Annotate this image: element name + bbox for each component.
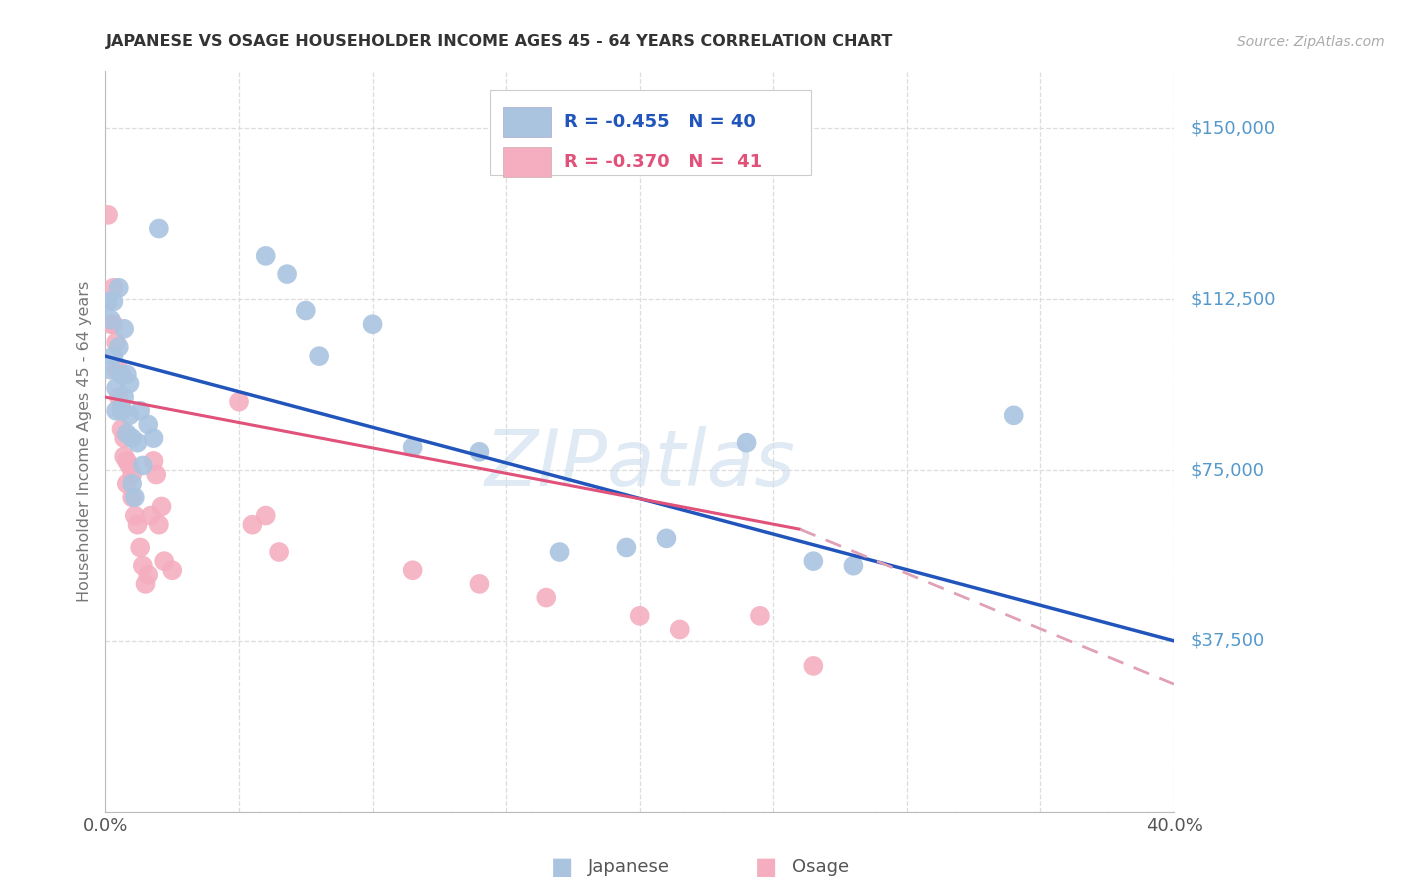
Point — [148, 221, 170, 235]
Point — [105, 363, 128, 377]
Point — [361, 317, 384, 331]
Point — [118, 409, 141, 423]
Point — [103, 281, 125, 295]
Point — [801, 659, 824, 673]
Point — [108, 340, 129, 354]
Text: JAPANESE VS OSAGE HOUSEHOLDER INCOME AGES 45 - 64 YEARS CORRELATION CHART: JAPANESE VS OSAGE HOUSEHOLDER INCOME AGE… — [105, 34, 893, 49]
Point — [842, 558, 865, 573]
Point — [115, 368, 138, 382]
Point — [294, 303, 316, 318]
Point — [142, 431, 165, 445]
Point — [129, 404, 152, 418]
Point — [108, 281, 129, 295]
Point — [108, 390, 129, 404]
Point — [115, 426, 138, 441]
Point — [100, 317, 122, 331]
Point — [121, 476, 143, 491]
Point — [132, 458, 155, 473]
Point — [105, 381, 128, 395]
Point — [145, 467, 167, 482]
Point — [124, 491, 146, 505]
Point — [402, 440, 425, 454]
Text: $112,500: $112,500 — [1191, 290, 1277, 308]
Point — [112, 390, 135, 404]
Point — [110, 368, 132, 382]
Point — [118, 376, 141, 391]
Point — [100, 363, 122, 377]
Point — [136, 417, 159, 432]
Text: Osage: Osage — [792, 858, 849, 876]
Point — [115, 454, 138, 468]
Text: $150,000: $150,000 — [1191, 120, 1277, 137]
Point — [110, 422, 132, 436]
Point — [1002, 409, 1025, 423]
Point — [124, 508, 146, 523]
Point — [254, 508, 277, 523]
Point — [118, 458, 141, 473]
Point — [121, 467, 143, 482]
Point — [129, 541, 152, 555]
Point — [276, 267, 298, 281]
Point — [108, 363, 129, 377]
Point — [801, 554, 824, 568]
Point — [121, 431, 143, 445]
Text: Source: ZipAtlas.com: Source: ZipAtlas.com — [1237, 35, 1385, 49]
Point — [103, 317, 125, 331]
Point — [105, 335, 128, 350]
Point — [735, 435, 758, 450]
Y-axis label: Householder Income Ages 45 - 64 years: Householder Income Ages 45 - 64 years — [76, 281, 91, 602]
Point — [308, 349, 330, 363]
Point — [112, 322, 135, 336]
Text: ZIPatlas: ZIPatlas — [484, 425, 796, 502]
Point — [153, 554, 176, 568]
Point — [127, 435, 149, 450]
Point — [254, 249, 277, 263]
Point — [548, 545, 571, 559]
FancyBboxPatch shape — [491, 90, 811, 175]
Point — [115, 476, 138, 491]
Point — [267, 545, 291, 559]
Point — [402, 563, 425, 577]
FancyBboxPatch shape — [503, 147, 551, 177]
Point — [110, 404, 132, 418]
Point — [139, 508, 162, 523]
Point — [135, 577, 156, 591]
Text: ■: ■ — [551, 855, 574, 879]
Text: Japanese: Japanese — [588, 858, 669, 876]
Point — [105, 404, 128, 418]
Point — [150, 500, 173, 514]
Point — [748, 608, 770, 623]
Text: $75,000: $75,000 — [1191, 461, 1265, 479]
Point — [112, 431, 135, 445]
Text: R = -0.370   N =  41: R = -0.370 N = 41 — [564, 153, 762, 171]
Point — [468, 577, 491, 591]
Point — [655, 532, 678, 546]
Text: ■: ■ — [755, 855, 778, 879]
Point — [110, 399, 132, 413]
Point — [136, 567, 159, 582]
Point — [534, 591, 557, 605]
Point — [97, 208, 120, 222]
Point — [112, 450, 135, 464]
Point — [616, 541, 638, 555]
Point — [628, 608, 651, 623]
Point — [468, 444, 491, 458]
Text: R = -0.455   N = 40: R = -0.455 N = 40 — [564, 113, 756, 131]
Point — [103, 349, 125, 363]
Point — [162, 563, 183, 577]
Point — [148, 517, 170, 532]
Point — [228, 394, 250, 409]
FancyBboxPatch shape — [503, 107, 551, 137]
Point — [242, 517, 264, 532]
Text: $37,500: $37,500 — [1191, 632, 1265, 650]
Point — [121, 491, 143, 505]
Point — [103, 294, 125, 309]
Point — [132, 558, 155, 573]
Point — [127, 517, 149, 532]
Point — [142, 454, 165, 468]
Point — [97, 294, 120, 309]
Point — [100, 312, 122, 326]
Point — [669, 623, 692, 637]
